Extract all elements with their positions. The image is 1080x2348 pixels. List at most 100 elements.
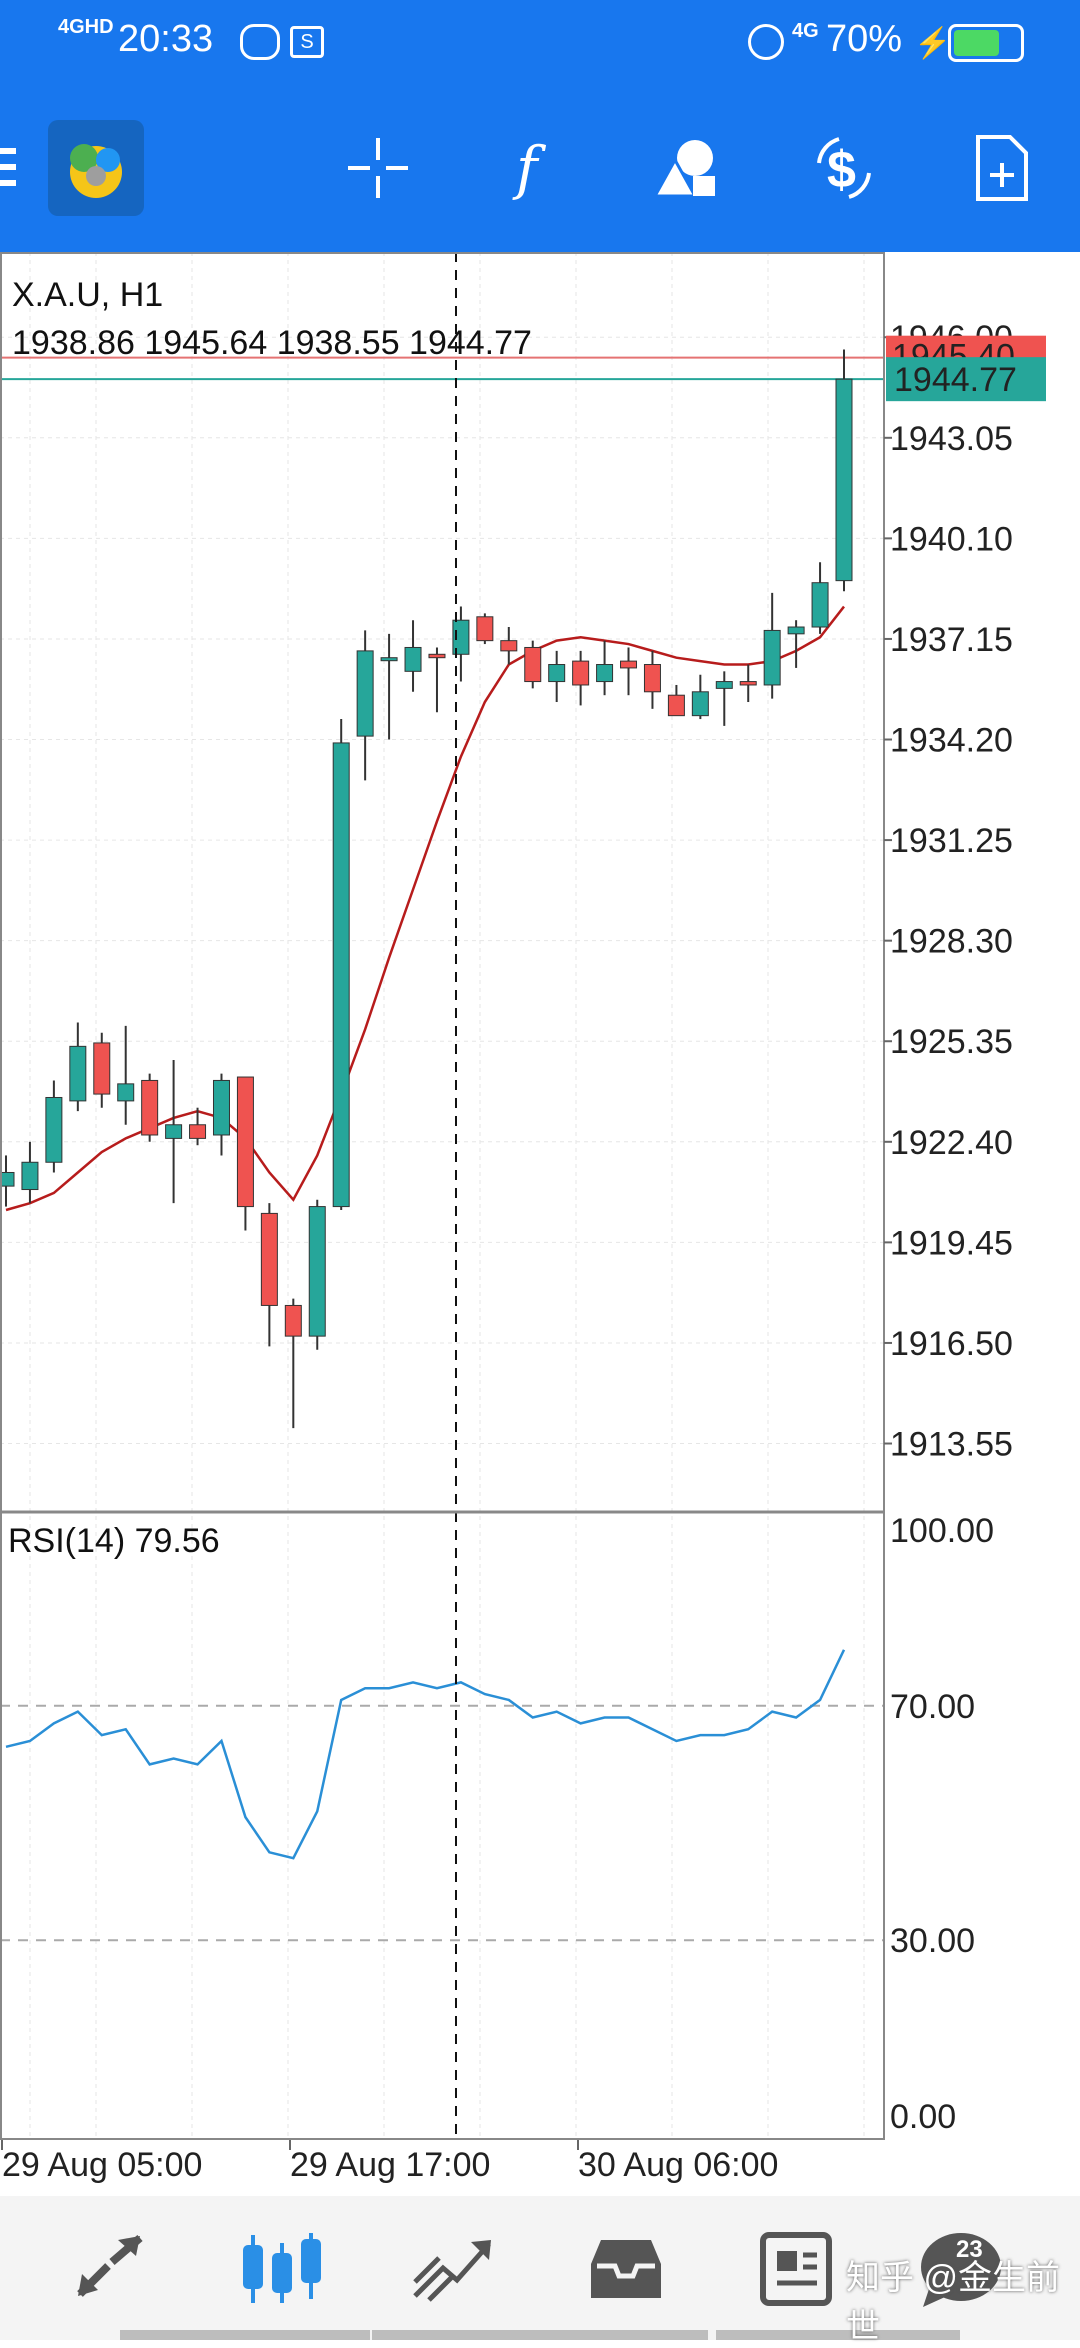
crosshair-icon[interactable]: [334, 124, 422, 212]
candle: [69, 1022, 87, 1112]
candle-body: [643, 664, 661, 693]
candle-body: [691, 691, 709, 717]
candle: [667, 684, 685, 717]
candle: [260, 1203, 278, 1347]
candle-body: [763, 629, 781, 686]
candle: [380, 633, 398, 740]
candle: [811, 562, 829, 634]
candle-body: [667, 694, 685, 717]
candle-body: [45, 1096, 63, 1163]
candle: [787, 620, 805, 668]
clock: 20:33: [118, 18, 214, 60]
chat-badge: 23: [956, 2236, 983, 2263]
price-tick-label: 1913.55: [890, 1426, 1013, 1464]
candle: [21, 1141, 39, 1204]
bottom-navigation: 23: [0, 2196, 1080, 2340]
candle-body: [715, 681, 733, 689]
chart-frame: [0, 252, 885, 2140]
price-tick-label: 1940.10: [890, 520, 1013, 558]
candle-body: [332, 742, 350, 1208]
chat-notification-icon: [240, 24, 280, 60]
candle: [835, 349, 853, 592]
price-tick-label: 1928.30: [890, 923, 1013, 961]
candle: [524, 640, 542, 689]
chart-icon[interactable]: [232, 2224, 332, 2314]
menu-icon[interactable]: [0, 124, 34, 212]
rsi-tick-label: 30.00: [890, 1922, 975, 1960]
history-icon[interactable]: [576, 2224, 676, 2314]
candle-body: [284, 1304, 302, 1337]
candle-body: [93, 1042, 111, 1095]
alarm-icon: [748, 24, 784, 60]
candle: [691, 674, 709, 720]
candle-body: [21, 1161, 39, 1191]
rsi-tick-label: 70.00: [890, 1688, 975, 1726]
candle-body: [260, 1212, 278, 1306]
scroll-indicator-2: [372, 2330, 708, 2340]
shapes-icon[interactable]: [644, 124, 732, 212]
time-tick-label: 29 Aug 17:00: [290, 2146, 490, 2184]
candle: [165, 1059, 183, 1204]
candle-body: [117, 1083, 135, 1102]
candle-body: [476, 616, 494, 642]
candle-body: [787, 626, 805, 635]
symbol-label: X.A.U, H1: [12, 276, 163, 314]
app-logo-icon[interactable]: [48, 120, 144, 216]
candle: [428, 647, 446, 713]
candle-body: [835, 378, 853, 582]
candle: [763, 592, 781, 699]
charging-icon: ⚡: [914, 27, 952, 60]
current-price-tag-label: 1944.77: [894, 361, 1017, 399]
scroll-indicator-3: [716, 2330, 960, 2340]
candle-body: [0, 1171, 15, 1187]
price-tick-label: 1916.50: [890, 1325, 1013, 1363]
candle-body: [404, 646, 422, 672]
price-tick-label: 1934.20: [890, 722, 1013, 760]
moving-average-line: [5, 605, 845, 1212]
candle-body: [236, 1076, 254, 1208]
news-icon[interactable]: [746, 2224, 846, 2314]
candle: [236, 1076, 254, 1231]
scroll-indicator: [120, 2330, 370, 2340]
status-bar: 4GHD 20:33 S 4G 70% ⚡: [0, 0, 1080, 84]
trade-icon[interactable]: [404, 2224, 504, 2314]
candle: [404, 620, 422, 692]
battery-percent: 70%: [826, 18, 903, 60]
candle: [452, 606, 470, 682]
candle: [476, 613, 494, 645]
price-tick-label: 1931.25: [890, 822, 1013, 860]
quotes-icon[interactable]: [60, 2224, 160, 2314]
candle: [284, 1298, 302, 1429]
network-indicator: 4GHD: [58, 16, 114, 38]
candle: [548, 650, 566, 703]
candle-body: [189, 1124, 207, 1139]
price-tick-label: 1937.15: [890, 621, 1013, 659]
ohlc-label: 1938.86 1945.64 1938.55 1944.77: [12, 324, 532, 362]
candle-body: [380, 657, 398, 662]
price-chart[interactable]: 1946.001943.051940.101937.151934.201931.…: [0, 252, 1080, 2196]
chat-icon[interactable]: 23: [910, 2224, 1010, 2314]
svg-text:$: $: [827, 141, 856, 199]
candle: [0, 1155, 15, 1207]
candle-body: [308, 1206, 326, 1337]
dollar-sync-icon[interactable]: $: [800, 124, 888, 212]
function-icon[interactable]: f: [490, 124, 578, 212]
candle: [45, 1080, 63, 1173]
candle-body: [620, 660, 638, 669]
app-notification-icon: S: [290, 26, 324, 58]
candle-body: [356, 650, 374, 737]
price-tick-label: 1922.40: [890, 1124, 1013, 1162]
price-tick-label: 1919.45: [890, 1224, 1013, 1262]
current-price-tag: [886, 357, 1046, 402]
price-tick-label: 1925.35: [890, 1023, 1013, 1061]
candle-body: [69, 1045, 87, 1102]
candle-body: [452, 619, 470, 655]
new-document-icon[interactable]: [958, 124, 1046, 212]
candle: [739, 664, 757, 703]
candle-body: [596, 664, 614, 683]
candle: [93, 1032, 111, 1108]
rsi-tick-label: 0.00: [890, 2098, 956, 2136]
price-tick-label: 1943.05: [890, 420, 1013, 458]
candle-body: [500, 640, 518, 652]
candle-body: [548, 664, 566, 683]
